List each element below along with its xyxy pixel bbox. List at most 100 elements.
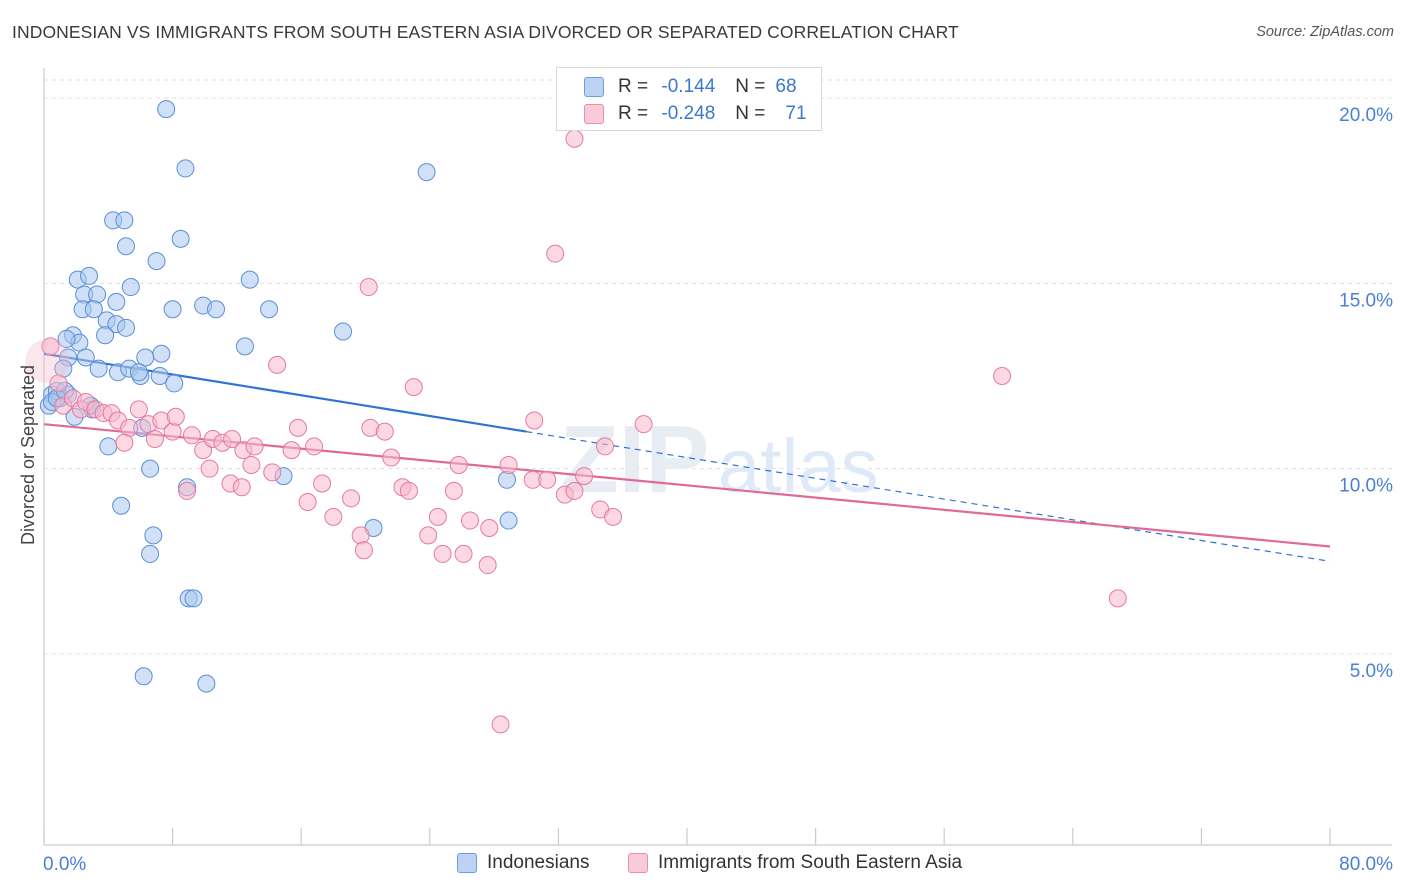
chart-title: INDONESIAN VS IMMIGRANTS FROM SOUTH EAST… [12, 22, 959, 42]
n-value: 68 [775, 76, 797, 97]
immigrant-point [399, 481, 418, 500]
indonesian-point [76, 348, 95, 367]
y-tick-label: 20.0% [1339, 105, 1393, 126]
immigrant-point [375, 422, 394, 441]
immigrant-point [460, 511, 479, 530]
immigrant-point [993, 367, 1012, 385]
legend-label: Indonesians [487, 852, 590, 873]
immigrant-point [359, 278, 378, 297]
trend-line-indonesians-extension [526, 431, 1331, 562]
immigrant-point [433, 544, 452, 563]
immigrant-point [49, 374, 68, 393]
r-value: -0.248 [661, 103, 716, 124]
immigrant-point [178, 481, 197, 500]
immigrant-point [268, 355, 287, 374]
axes [43, 68, 1392, 846]
indonesian-point [129, 363, 148, 382]
indonesian-point [57, 329, 76, 348]
indonesian-point [144, 526, 163, 545]
immigrant-point [145, 430, 164, 449]
tick-labels: 5.0% 10.0% 15.0% 20.0% 0.0% 80.0% [43, 105, 1393, 875]
indonesian-point [116, 318, 135, 337]
x-tick-label: 0.0% [43, 854, 86, 875]
grid-lines [44, 79, 1392, 655]
legend-label: Immigrants from South Eastern Asia [658, 852, 963, 873]
indonesian-point [121, 278, 140, 297]
immigrant-point [263, 463, 282, 482]
indonesian-point [107, 292, 126, 311]
immigrant-point [351, 526, 370, 545]
r-label: R = [618, 103, 649, 124]
indonesian-point [112, 496, 131, 515]
indonesian-point [89, 359, 108, 378]
y-tick-label: 15.0% [1339, 290, 1393, 311]
immigrant-point [288, 418, 307, 437]
immigrant-point [404, 378, 423, 397]
indonesian-point [165, 374, 184, 393]
watermark-zip: ZIP [560, 406, 709, 513]
indonesian-point [240, 270, 259, 289]
immigrant-point [480, 518, 499, 537]
indonesian-point [417, 163, 436, 182]
immigrant-point [342, 489, 361, 508]
immigrant-point [382, 448, 401, 467]
r-label: R = [618, 76, 649, 97]
indonesian-point [141, 544, 160, 563]
immigrant-point [354, 541, 373, 560]
legend-swatch [628, 853, 648, 873]
immigrant-point [444, 481, 463, 500]
immigrant-point [575, 467, 594, 486]
immigrant-point [1108, 589, 1127, 608]
data-points [25, 100, 1127, 734]
immigrant-point [324, 507, 343, 526]
legend-swatch [584, 77, 604, 97]
indonesian-point [147, 252, 166, 271]
indonesian-point [176, 159, 195, 178]
immigrant-point [313, 474, 332, 493]
legend-swatch [584, 104, 604, 124]
indonesian-point [333, 322, 352, 341]
indonesian-point [84, 300, 103, 319]
immigrant-point [200, 459, 219, 478]
indonesian-point [235, 337, 254, 356]
r-value: -0.144 [661, 76, 716, 97]
immigrant-point [242, 455, 261, 474]
y-tick-label: 10.0% [1339, 476, 1393, 497]
series-legend: Indonesians Immigrants from South Easter… [0, 852, 1406, 878]
immigrant-point [223, 430, 242, 449]
immigrant-point [499, 455, 518, 474]
immigrant-point [478, 556, 497, 575]
immigrant-point [115, 433, 134, 452]
indonesian-point [150, 367, 169, 385]
immigrant-point [166, 407, 185, 426]
legend-item-immigrants: Immigrants from South Eastern Asia [628, 852, 962, 874]
n-value: 71 [785, 103, 807, 124]
immigrant-cluster-point [25, 339, 70, 384]
indonesian-point [260, 300, 279, 319]
immigrant-point [454, 544, 473, 563]
y-tick-label: 5.0% [1350, 661, 1393, 682]
source-label: Source: ZipAtlas.com [1256, 24, 1394, 40]
immigrant-point [449, 455, 468, 474]
indonesian-point [207, 300, 226, 319]
immigrant-point [182, 426, 201, 445]
immigrant-point [129, 400, 148, 419]
indonesian-point [152, 344, 171, 363]
immigrant-point [525, 411, 544, 430]
immigrant-point [565, 129, 584, 148]
indonesian-point [134, 667, 153, 686]
indonesian-point [163, 300, 182, 319]
indonesian-point [157, 100, 176, 119]
immigrant-point [604, 507, 623, 526]
immigrant-point [596, 437, 615, 456]
n-label: N = [735, 76, 766, 97]
legend-item-indonesians: Indonesians [457, 852, 589, 874]
x-tick-label: 80.0% [1339, 854, 1393, 875]
indonesian-point [184, 589, 203, 608]
immigrant-point [163, 422, 182, 441]
legend-swatch [457, 853, 477, 873]
indonesian-point [197, 674, 216, 693]
immigrant-point [41, 337, 60, 356]
indonesian-point [80, 266, 99, 285]
